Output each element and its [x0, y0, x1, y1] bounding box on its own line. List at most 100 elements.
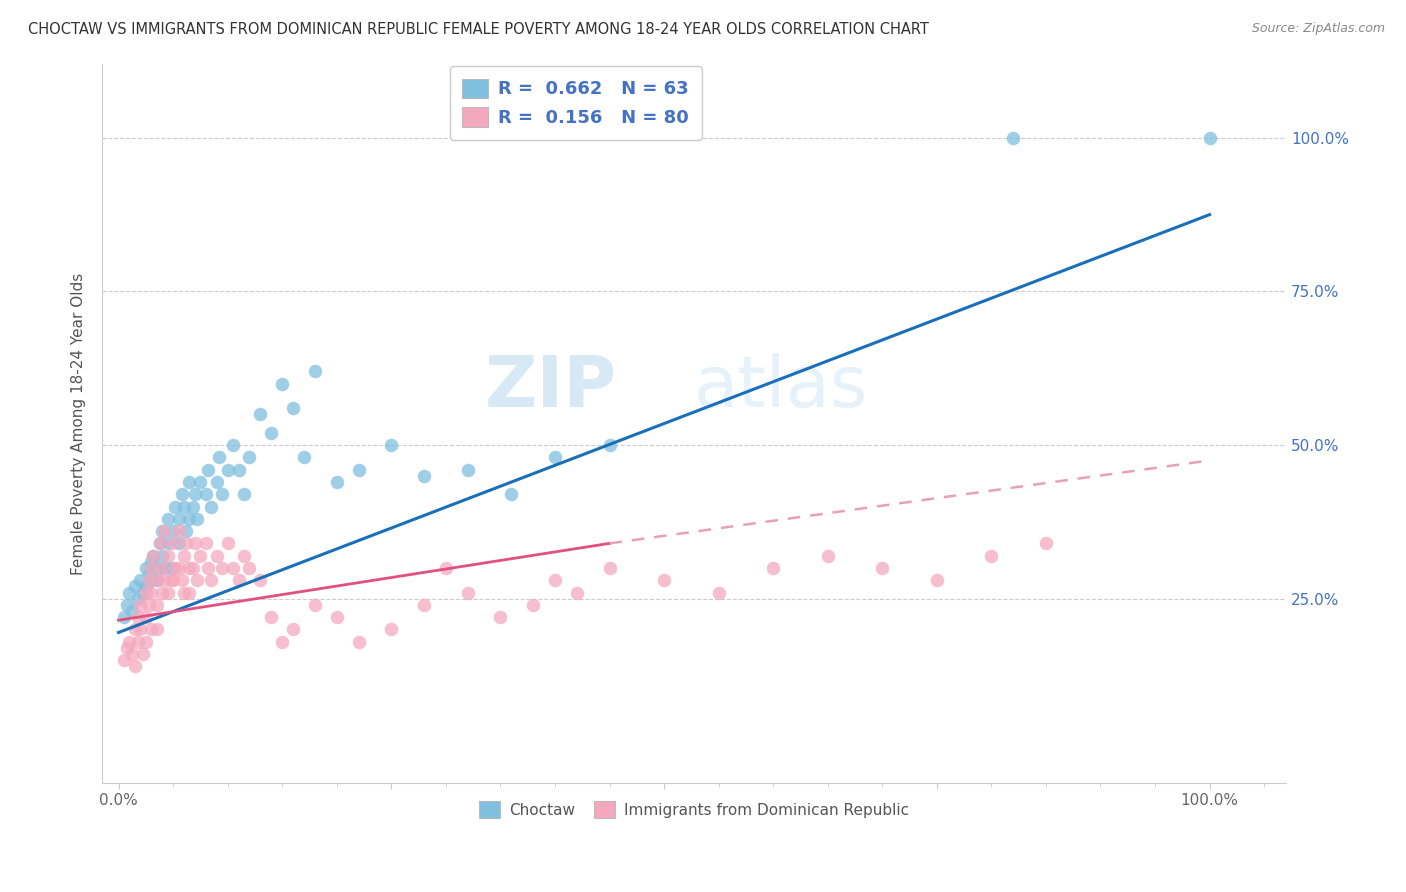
Point	[141, 623, 163, 637]
Point	[131, 647, 153, 661]
Point	[121, 604, 143, 618]
Point	[260, 425, 283, 440]
Point	[522, 598, 544, 612]
Point	[347, 463, 370, 477]
Point	[156, 536, 179, 550]
Point	[1198, 130, 1220, 145]
Point	[347, 634, 370, 648]
Point	[127, 634, 149, 648]
Point	[980, 549, 1002, 563]
Point	[208, 450, 231, 465]
Point	[156, 512, 179, 526]
Point	[145, 561, 167, 575]
Point	[652, 574, 675, 588]
Point	[174, 524, 197, 538]
Point	[233, 549, 256, 563]
Point	[380, 438, 402, 452]
Point	[167, 561, 190, 575]
Point	[271, 634, 294, 648]
Point	[304, 598, 326, 612]
Point	[167, 536, 190, 550]
Point	[249, 574, 271, 588]
Point	[222, 438, 245, 452]
Point	[170, 574, 193, 588]
Point	[238, 450, 260, 465]
Point	[117, 640, 139, 655]
Point	[174, 536, 197, 550]
Point	[117, 598, 139, 612]
Point	[1035, 536, 1057, 550]
Point	[380, 623, 402, 637]
Point	[167, 512, 190, 526]
Point	[179, 585, 201, 599]
Point	[211, 487, 233, 501]
Point	[156, 585, 179, 599]
Point	[135, 634, 157, 648]
Point	[121, 647, 143, 661]
Point	[141, 585, 163, 599]
Point	[304, 364, 326, 378]
Point	[135, 579, 157, 593]
Point	[165, 500, 187, 514]
Point	[150, 549, 173, 563]
Point	[129, 598, 152, 612]
Point	[238, 561, 260, 575]
Point	[118, 634, 141, 648]
Point	[565, 585, 588, 599]
Point	[141, 561, 163, 575]
Point	[413, 598, 436, 612]
Point	[249, 407, 271, 421]
Point	[434, 561, 457, 575]
Point	[150, 561, 173, 575]
Point	[281, 401, 304, 416]
Point	[217, 463, 239, 477]
Point	[124, 659, 146, 673]
Point	[186, 574, 208, 588]
Point	[165, 561, 187, 575]
Text: CHOCTAW VS IMMIGRANTS FROM DOMINICAN REPUBLIC FEMALE POVERTY AMONG 18-24 YEAR OL: CHOCTAW VS IMMIGRANTS FROM DOMINICAN REP…	[28, 22, 929, 37]
Point	[138, 567, 160, 582]
Point	[194, 487, 217, 501]
Point	[145, 574, 167, 588]
Point	[197, 463, 219, 477]
Point	[281, 623, 304, 637]
Point	[149, 536, 172, 550]
Point	[413, 468, 436, 483]
Point	[142, 549, 165, 563]
Point	[160, 561, 183, 575]
Point	[184, 487, 207, 501]
Point	[170, 487, 193, 501]
Point	[124, 579, 146, 593]
Point	[162, 574, 184, 588]
Point	[150, 524, 173, 538]
Point	[135, 561, 157, 575]
Point	[153, 561, 176, 575]
Point	[271, 376, 294, 391]
Point	[156, 549, 179, 563]
Point	[179, 512, 201, 526]
Point	[162, 536, 184, 550]
Legend: Choctaw, Immigrants from Dominican Republic: Choctaw, Immigrants from Dominican Repub…	[471, 794, 917, 826]
Point	[457, 585, 479, 599]
Point	[181, 500, 204, 514]
Point	[190, 549, 212, 563]
Point	[153, 574, 176, 588]
Point	[138, 574, 160, 588]
Point	[173, 549, 195, 563]
Point	[228, 463, 250, 477]
Point	[129, 623, 152, 637]
Point	[707, 585, 730, 599]
Point	[145, 623, 167, 637]
Point	[222, 561, 245, 575]
Point	[599, 561, 621, 575]
Point	[544, 574, 567, 588]
Point	[1002, 130, 1025, 145]
Point	[599, 438, 621, 452]
Point	[197, 561, 219, 575]
Point	[544, 450, 567, 465]
Point	[112, 653, 135, 667]
Point	[141, 574, 163, 588]
Point	[326, 475, 349, 489]
Point	[179, 561, 201, 575]
Point	[925, 574, 948, 588]
